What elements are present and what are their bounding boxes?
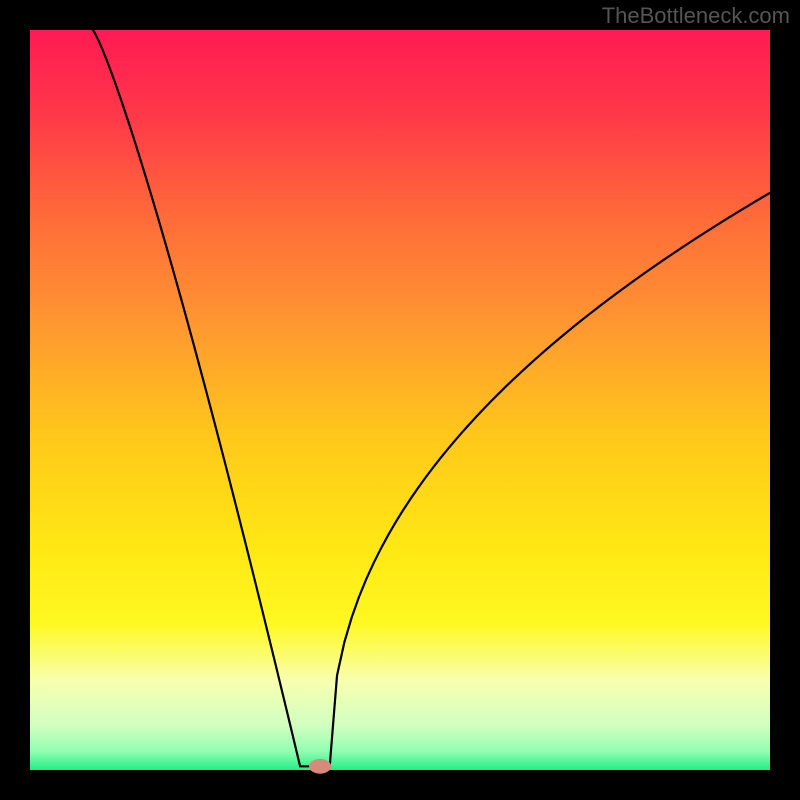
bottleneck-chart bbox=[0, 0, 800, 800]
watermark-text: TheBottleneck.com bbox=[602, 3, 790, 29]
minimum-marker bbox=[309, 759, 331, 774]
plot-background bbox=[30, 30, 770, 770]
chart-container: TheBottleneck.com bbox=[0, 0, 800, 800]
